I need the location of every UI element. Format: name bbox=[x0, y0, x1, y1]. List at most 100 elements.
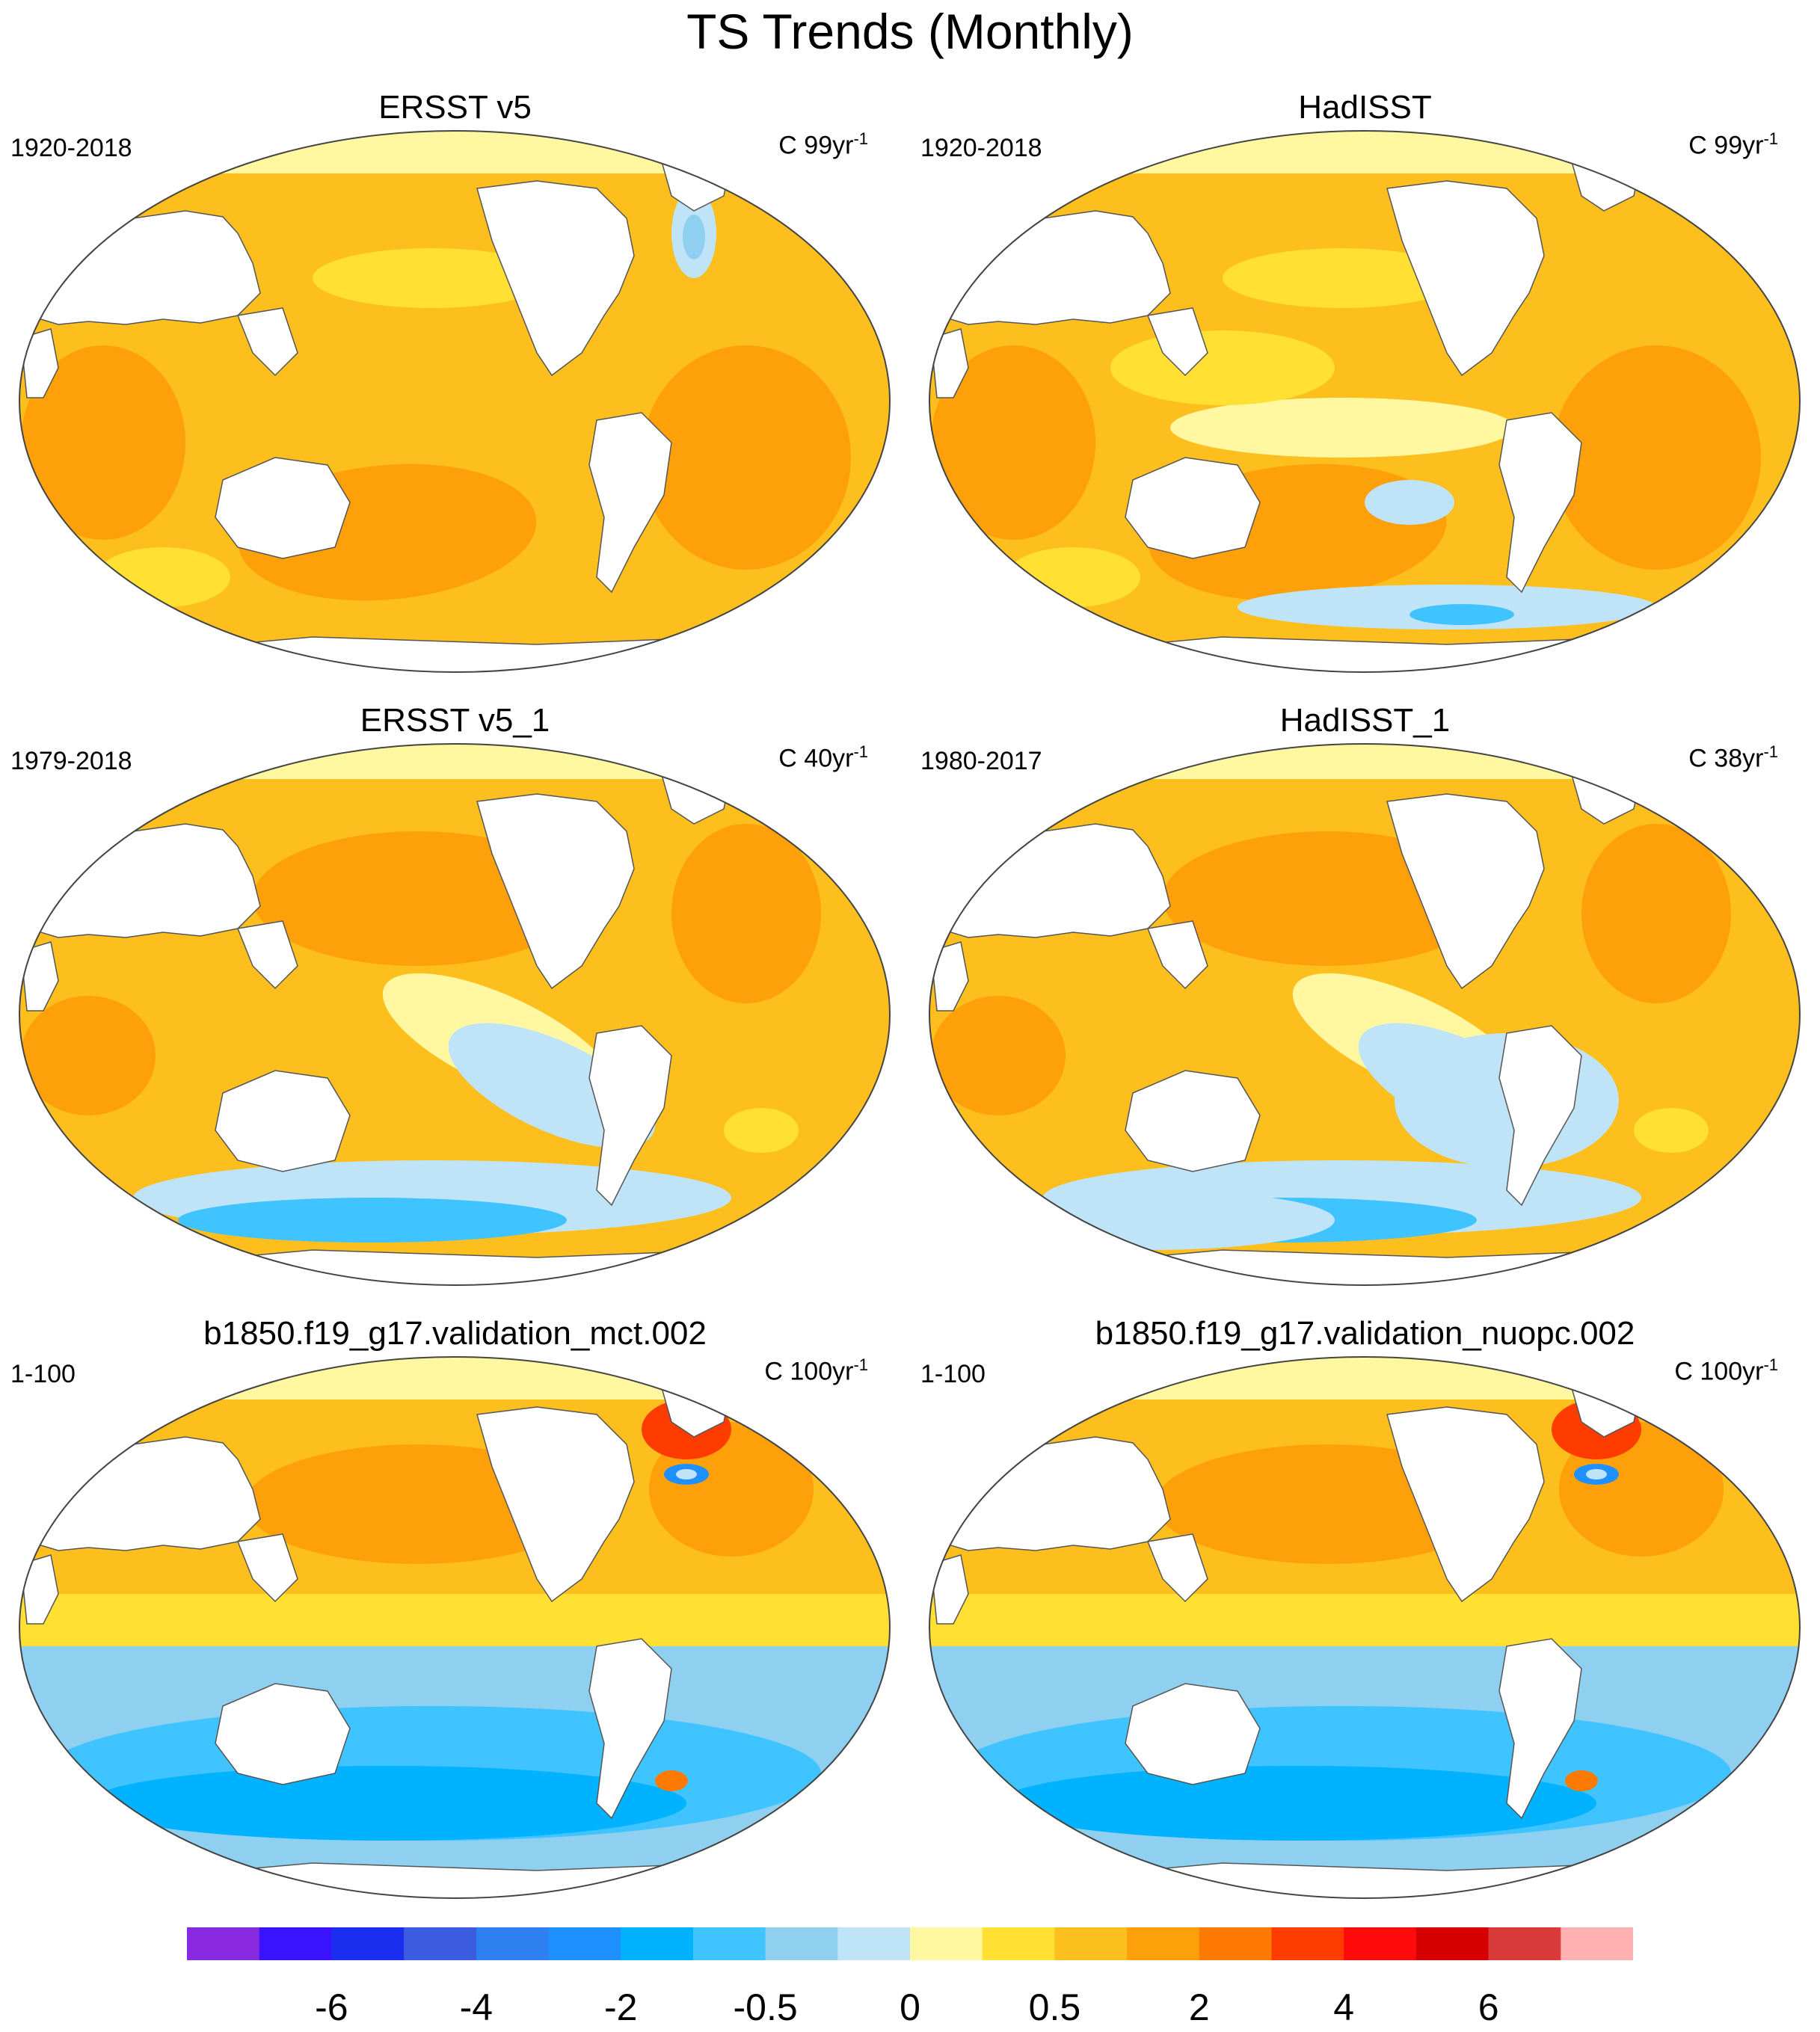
land-mass bbox=[20, 328, 59, 398]
units-text: C 99yr bbox=[778, 131, 854, 160]
land-mass bbox=[1125, 1070, 1261, 1172]
land-mass bbox=[28, 823, 261, 938]
trend-field bbox=[19, 744, 890, 1285]
panel-title: HadISST_1 bbox=[1279, 702, 1451, 739]
colorbar bbox=[187, 1927, 1633, 1960]
map-border bbox=[19, 1356, 891, 1899]
colorbar-tick-label: -4 bbox=[459, 1986, 494, 2028]
land-mass bbox=[1146, 307, 1208, 377]
period-label: 1-100 bbox=[920, 1360, 986, 1388]
units-label: C 99yr-1 bbox=[778, 124, 868, 160]
land-mass bbox=[930, 328, 969, 398]
land-mass bbox=[930, 941, 969, 1012]
land-mass bbox=[20, 1554, 59, 1625]
period-label: 1-100 bbox=[10, 1360, 76, 1388]
colorbar-swatch bbox=[404, 1927, 477, 1960]
map-border bbox=[929, 130, 1801, 673]
colorbar-tick-label: 6 bbox=[1478, 1986, 1499, 2028]
units-exponent: -1 bbox=[1763, 129, 1778, 148]
land-mass bbox=[28, 1436, 261, 1551]
panel-title: b1850.f19_g17.validation_mct.002 bbox=[203, 1315, 707, 1352]
colorbar-swatch bbox=[1271, 1927, 1344, 1960]
land-mass bbox=[20, 941, 59, 1012]
land-mass bbox=[146, 1862, 808, 1898]
map-border bbox=[19, 130, 891, 673]
colorbar-swatch bbox=[1415, 1927, 1489, 1960]
land-mass bbox=[476, 180, 635, 377]
period-label: 1920-2018 bbox=[10, 134, 132, 162]
land-mass bbox=[215, 1683, 351, 1785]
colorbar-swatch bbox=[765, 1927, 838, 1960]
land-mass bbox=[938, 823, 1171, 938]
land-mass bbox=[1498, 1638, 1582, 1820]
map-panel: ERSST v5_1 1979-2018 C 40yr-1 bbox=[0, 613, 910, 1286]
units-label: C 100yr-1 bbox=[764, 1350, 868, 1386]
figure-title: TS Trends (Monthly) bbox=[686, 4, 1134, 59]
trend-map bbox=[19, 130, 891, 673]
colorbar-tick-label: -6 bbox=[315, 1986, 348, 2028]
map-border bbox=[19, 743, 891, 1286]
land-mass bbox=[215, 1070, 351, 1172]
land-mass bbox=[1056, 1862, 1718, 1898]
land-mass bbox=[1146, 920, 1208, 990]
land-mass bbox=[476, 793, 635, 990]
colorbar-tick-label: 4 bbox=[1333, 1986, 1355, 2028]
colorbar-swatch bbox=[476, 1927, 549, 1960]
period-label: 1979-2018 bbox=[10, 747, 132, 775]
panel-title: b1850.f19_g17.validation_nuopc.002 bbox=[1095, 1315, 1635, 1352]
land-mass bbox=[1146, 1533, 1208, 1603]
colorbar-swatch bbox=[187, 1927, 260, 1960]
colorbar-swatch bbox=[1561, 1927, 1633, 1960]
land-mass bbox=[1498, 1025, 1582, 1207]
panel-title: HadISST bbox=[1298, 89, 1432, 126]
map-panel: b1850.f19_g17.validation_mct.002 1-100 C 1… bbox=[0, 1226, 910, 1899]
units-exponent: -1 bbox=[853, 1355, 868, 1374]
trend-map bbox=[929, 130, 1801, 673]
land-mass bbox=[1498, 412, 1582, 594]
land-mass bbox=[1125, 457, 1261, 559]
colorbar-swatch bbox=[331, 1927, 405, 1960]
colorbar-tick-label: 0.5 bbox=[1028, 1986, 1081, 2028]
colorbar-swatch bbox=[910, 1927, 983, 1960]
units-text: C 40yr bbox=[778, 744, 854, 773]
land-mass bbox=[1386, 180, 1545, 377]
units-text: C 99yr bbox=[1688, 131, 1764, 160]
trend-map bbox=[929, 743, 1801, 1286]
colorbar-swatch bbox=[1127, 1927, 1200, 1960]
map-panel: HadISST 1920-2018 C 99yr-1 bbox=[910, 0, 1820, 673]
colorbar-swatch bbox=[1054, 1927, 1128, 1960]
colorbar-swatch bbox=[692, 1927, 766, 1960]
panel-title: ERSST v5 bbox=[378, 89, 532, 126]
map-border bbox=[929, 1356, 1801, 1899]
units-text: C 100yr bbox=[1674, 1357, 1764, 1386]
trend-map bbox=[929, 1356, 1801, 1899]
colorbar-tick-label: 2 bbox=[1188, 1986, 1210, 2028]
land-mass bbox=[236, 307, 298, 377]
land-mass bbox=[588, 1025, 672, 1207]
map-panel: HadISST_1 1980-2017 C 38yr-1 bbox=[910, 613, 1820, 1286]
trend-map bbox=[19, 1356, 891, 1899]
land-mass bbox=[1125, 1683, 1261, 1785]
colorbar-swatch bbox=[982, 1927, 1055, 1960]
period-label: 1980-2017 bbox=[920, 747, 1042, 775]
land-mass bbox=[28, 210, 261, 325]
trend-field bbox=[929, 131, 1800, 672]
colorbar-swatch bbox=[259, 1927, 332, 1960]
colorbar-tick-label: -0.5 bbox=[733, 1986, 798, 2028]
land-mass bbox=[215, 457, 351, 559]
units-exponent: -1 bbox=[1763, 1355, 1778, 1374]
units-label: C 99yr-1 bbox=[1688, 124, 1778, 160]
colorbar-tick-label: 0 bbox=[900, 1986, 920, 2028]
units-text: C 38yr bbox=[1688, 744, 1764, 773]
land-mass bbox=[930, 1554, 969, 1625]
land-mass bbox=[476, 1406, 635, 1603]
land-mass bbox=[236, 1533, 298, 1603]
units-label: C 40yr-1 bbox=[778, 737, 868, 773]
land-mass bbox=[1386, 793, 1545, 990]
colorbar-swatch bbox=[837, 1927, 911, 1960]
land-mass bbox=[938, 210, 1171, 325]
land-mass bbox=[588, 412, 672, 594]
colorbar-swatch bbox=[1488, 1927, 1561, 1960]
map-border bbox=[929, 743, 1801, 1286]
land-mass bbox=[938, 1436, 1171, 1551]
